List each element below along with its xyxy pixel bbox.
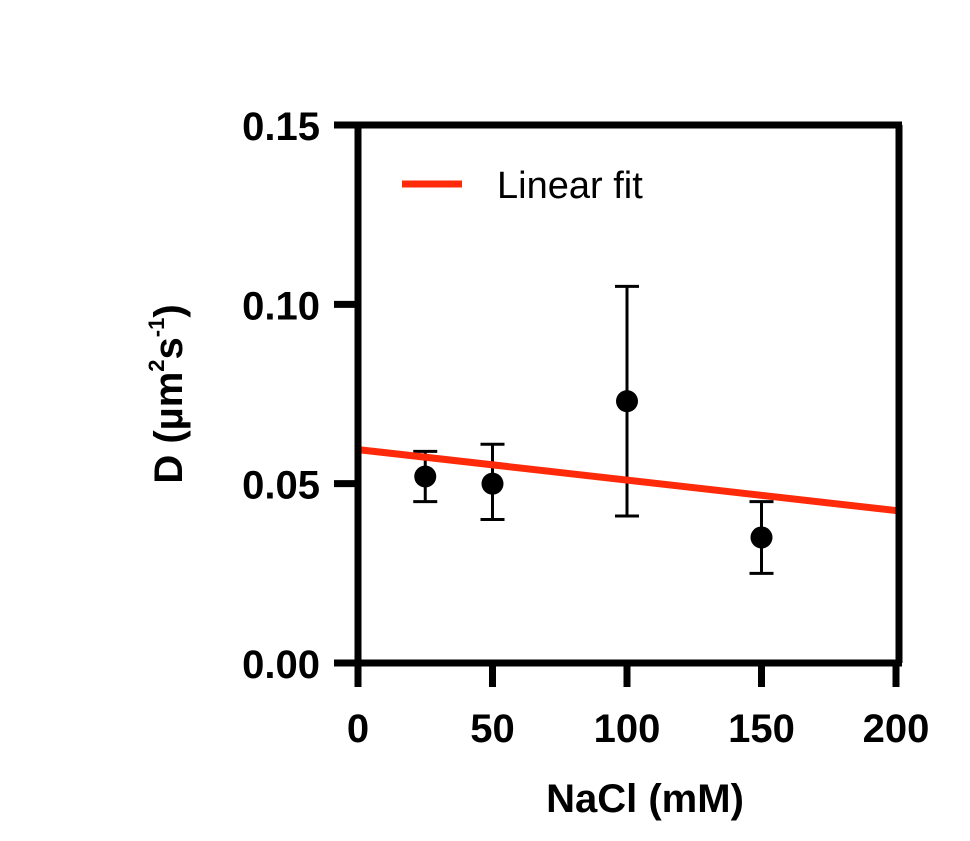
y-tick-label: 0.15	[242, 105, 320, 149]
ticks: 0 50 100 150 200 0.00 0.05 0.10 0.15	[242, 105, 929, 751]
x-tick-label: 50	[470, 707, 515, 751]
legend: Linear fit	[402, 165, 643, 207]
y-axis-title-prefix: D (µm	[147, 372, 191, 484]
y-axis-title-suffix: )	[147, 304, 191, 317]
y-tick-label: 0.00	[242, 643, 320, 687]
x-axis-title: NaCl (mM)	[546, 777, 744, 821]
y-axis-title-mid: s	[147, 337, 191, 359]
data-point	[414, 465, 437, 488]
x-tick-label: 150	[728, 707, 795, 751]
legend-label: Linear fit	[497, 165, 643, 207]
y-axis-title-sup1: 2	[144, 359, 169, 371]
plot-area	[357, 284, 897, 575]
x-tick-label: 100	[594, 707, 661, 751]
y-tick-label: 0.10	[242, 284, 320, 328]
y-axis-title-sup2: -1	[144, 318, 169, 338]
linear-fit-line	[357, 446, 897, 515]
data-point	[616, 390, 638, 413]
data-point	[481, 472, 504, 495]
x-tick-label: 0	[347, 707, 369, 751]
x-tick-label: 200	[863, 707, 930, 751]
y-tick-label: 0.05	[242, 464, 320, 508]
data-point	[750, 526, 773, 549]
y-axis-title: D (µm2s-1)	[144, 304, 191, 483]
